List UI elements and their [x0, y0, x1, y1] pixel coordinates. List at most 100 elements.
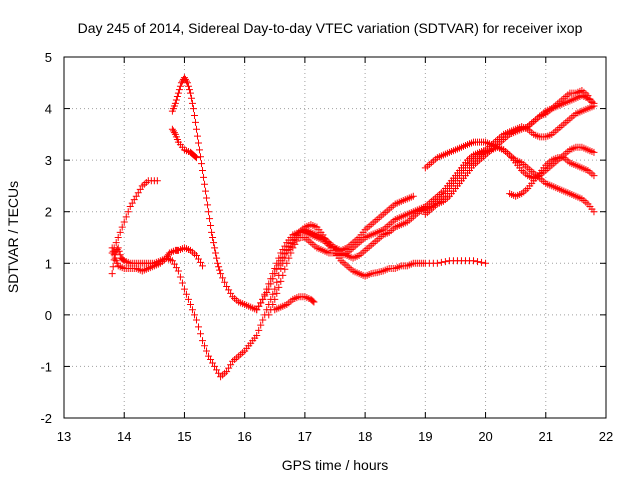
x-tick-label: 21: [539, 429, 553, 444]
data-point: [283, 259, 291, 267]
data-point: [267, 280, 275, 288]
data-point: [194, 323, 202, 331]
y-axis-label: SDTVAR / TECUs: [5, 181, 21, 293]
data-point: [279, 271, 287, 279]
data-point: [433, 259, 441, 267]
data-point: [273, 278, 281, 286]
data-point: [183, 79, 191, 87]
x-tick-label: 15: [177, 429, 191, 444]
data-point: [309, 297, 317, 305]
data-point: [208, 228, 216, 236]
data-point: [271, 285, 279, 293]
y-tick-label: 0: [45, 308, 52, 323]
data-point: [482, 259, 490, 267]
data-point: [115, 247, 123, 255]
series-track-3: [108, 221, 490, 381]
y-tick-label: 3: [45, 153, 52, 168]
data-point: [192, 125, 200, 133]
data-point: [122, 213, 130, 221]
data-point: [199, 262, 207, 270]
x-axis-label: GPS time / hours: [282, 457, 389, 473]
y-tick-label: 1: [45, 256, 52, 271]
data-point: [190, 311, 198, 319]
data-point: [182, 77, 190, 85]
data-point: [119, 256, 127, 264]
series-track-7: [253, 143, 598, 314]
data-point: [221, 278, 229, 286]
data-point: [109, 263, 117, 271]
data-point: [172, 96, 180, 104]
chart-title: Day 245 of 2014, Sidereal Day-to-day VTE…: [78, 20, 583, 36]
x-tick-label: 13: [57, 429, 71, 444]
data-point: [590, 208, 598, 216]
data-point: [275, 261, 283, 269]
data-point: [269, 290, 277, 298]
data-point: [116, 251, 124, 259]
data-point: [170, 129, 178, 137]
axis-ticks: [63, 56, 607, 419]
data-point: [216, 266, 224, 274]
data-point: [124, 208, 132, 216]
data-point: [191, 153, 199, 161]
data-point: [206, 215, 214, 223]
data-point: [176, 273, 184, 281]
data-point: [273, 265, 281, 273]
data-point: [185, 86, 193, 94]
data-point: [203, 194, 211, 202]
series-track-5: [168, 125, 200, 162]
data-point: [118, 223, 126, 231]
data-point: [271, 295, 279, 303]
data-point: [186, 301, 194, 309]
data-point: [114, 244, 122, 252]
data-point: [590, 172, 598, 180]
data-point: [275, 283, 283, 291]
data-point: [186, 89, 194, 97]
data-point: [287, 249, 295, 257]
data-point: [281, 265, 289, 273]
data-point: [187, 94, 195, 102]
data-point: [197, 330, 205, 338]
data-point: [153, 177, 161, 185]
data-point: [470, 257, 478, 265]
data-point: [409, 192, 417, 200]
data-point: [182, 290, 190, 298]
data-point: [590, 102, 598, 110]
plot-frame: [63, 56, 607, 419]
data-point: [196, 146, 203, 154]
data-point: [590, 148, 598, 156]
data-point: [213, 254, 221, 262]
data-point: [478, 258, 486, 266]
data-point: [211, 244, 219, 252]
data-point: [174, 89, 182, 97]
data-point: [474, 258, 482, 266]
data-point: [437, 258, 445, 266]
data-point: [202, 187, 210, 195]
data-point: [116, 228, 124, 236]
data-point: [210, 239, 218, 247]
series-track-11: [506, 154, 598, 200]
data-point: [257, 321, 265, 329]
x-tick-label: 19: [418, 429, 432, 444]
data-point: [199, 337, 207, 345]
data-point: [219, 274, 227, 282]
x-tick-label: 22: [599, 429, 613, 444]
y-tick-label: -2: [40, 411, 52, 426]
y-tick-label: 4: [45, 102, 52, 117]
x-tick-label: 14: [117, 429, 131, 444]
data-point: [265, 285, 273, 293]
data-point: [176, 82, 184, 90]
data-point: [190, 111, 198, 119]
x-tick-labels: 13 14 15 16 17 18 19 20 21 22: [57, 429, 613, 444]
data-point: [191, 118, 199, 126]
data-point: [215, 263, 223, 271]
data-point: [198, 160, 206, 168]
data-point: [178, 279, 186, 287]
data-point: [203, 347, 211, 355]
data-point: [174, 267, 182, 275]
data-point: [194, 139, 202, 147]
series-track-4: [168, 74, 417, 314]
data-point: [259, 316, 267, 324]
series-track-12: [524, 87, 598, 131]
x-tick-label: 18: [358, 429, 372, 444]
